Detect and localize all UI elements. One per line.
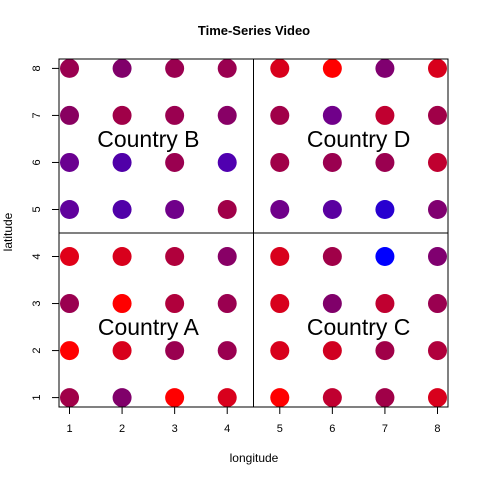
data-point [270,294,290,314]
data-point [112,105,132,125]
data-point [322,388,342,408]
data-point [322,199,342,219]
data-point [217,105,237,125]
data-point [375,199,395,219]
data-point [217,247,237,267]
data-point [165,105,185,125]
data-point [60,388,80,408]
data-point [112,341,132,361]
data-point [322,58,342,78]
x-tick-label: 7 [382,423,388,435]
data-point [270,341,290,361]
data-point [270,247,290,267]
region-label: Country C [307,314,411,340]
data-point [112,247,132,267]
data-point [217,388,237,408]
plot-frame [58,58,449,408]
x-tick-label: 1 [66,423,72,435]
y-tick-label: 8 [31,65,43,71]
data-point [165,247,185,267]
data-point [427,58,447,78]
data-point [375,247,395,267]
data-point [112,294,132,314]
y-tick-label: 6 [31,159,43,165]
data-point [427,388,447,408]
data-point [375,58,395,78]
data-point [217,294,237,314]
data-point [165,152,185,172]
data-point [427,105,447,125]
y-tick-label: 3 [31,300,43,306]
data-point [217,199,237,219]
data-point [112,199,132,219]
data-point [60,152,80,172]
region-label: Country D [307,126,411,152]
data-point [322,294,342,314]
y-axis-label: latitude [1,212,15,251]
data-point [375,341,395,361]
y-tick-label: 2 [31,348,43,354]
y-tick-label: 1 [31,395,43,401]
data-point [217,152,237,172]
data-point [60,199,80,219]
data-point [427,152,447,172]
data-point [322,152,342,172]
data-point [375,152,395,172]
region-label: Country A [98,314,200,340]
data-point [165,294,185,314]
data-point [165,58,185,78]
data-point [270,152,290,172]
data-point [112,152,132,172]
data-point [427,247,447,267]
data-point [165,388,185,408]
y-axis: 1 2 3 4 5 6 7 8 [31,65,59,401]
data-point [427,294,447,314]
data-point [375,105,395,125]
data-point [322,341,342,361]
data-point [270,58,290,78]
y-tick-label: 5 [31,206,43,212]
data-point [427,341,447,361]
data-points [60,58,447,408]
data-point [112,58,132,78]
data-point [165,341,185,361]
data-point [427,199,447,219]
x-axis: 1 2 3 4 5 6 7 8 [66,407,441,435]
data-point [60,341,80,361]
region-dividers [59,59,448,407]
data-point [60,105,80,125]
data-point [217,58,237,78]
x-tick-label: 3 [172,423,178,435]
chart-title: Time-Series Video [198,23,310,38]
data-point [165,199,185,219]
data-point [375,388,395,408]
data-point [322,247,342,267]
region-label: Country B [97,126,199,152]
x-tick-label: 8 [434,423,440,435]
data-point [270,105,290,125]
x-tick-label: 4 [224,423,230,435]
x-axis-label: longitude [230,451,279,465]
data-point [270,388,290,408]
data-point [217,341,237,361]
y-tick-label: 4 [31,253,43,259]
region-labels: Country A Country B Country C Country D [97,126,410,340]
data-point [270,199,290,219]
y-tick-label: 7 [31,112,43,118]
data-point [60,294,80,314]
data-point [375,294,395,314]
data-point [112,388,132,408]
data-point [60,247,80,267]
x-tick-label: 6 [329,423,335,435]
x-tick-label: 5 [277,423,283,435]
x-tick-label: 2 [119,423,125,435]
data-point [322,105,342,125]
data-point [60,58,80,78]
